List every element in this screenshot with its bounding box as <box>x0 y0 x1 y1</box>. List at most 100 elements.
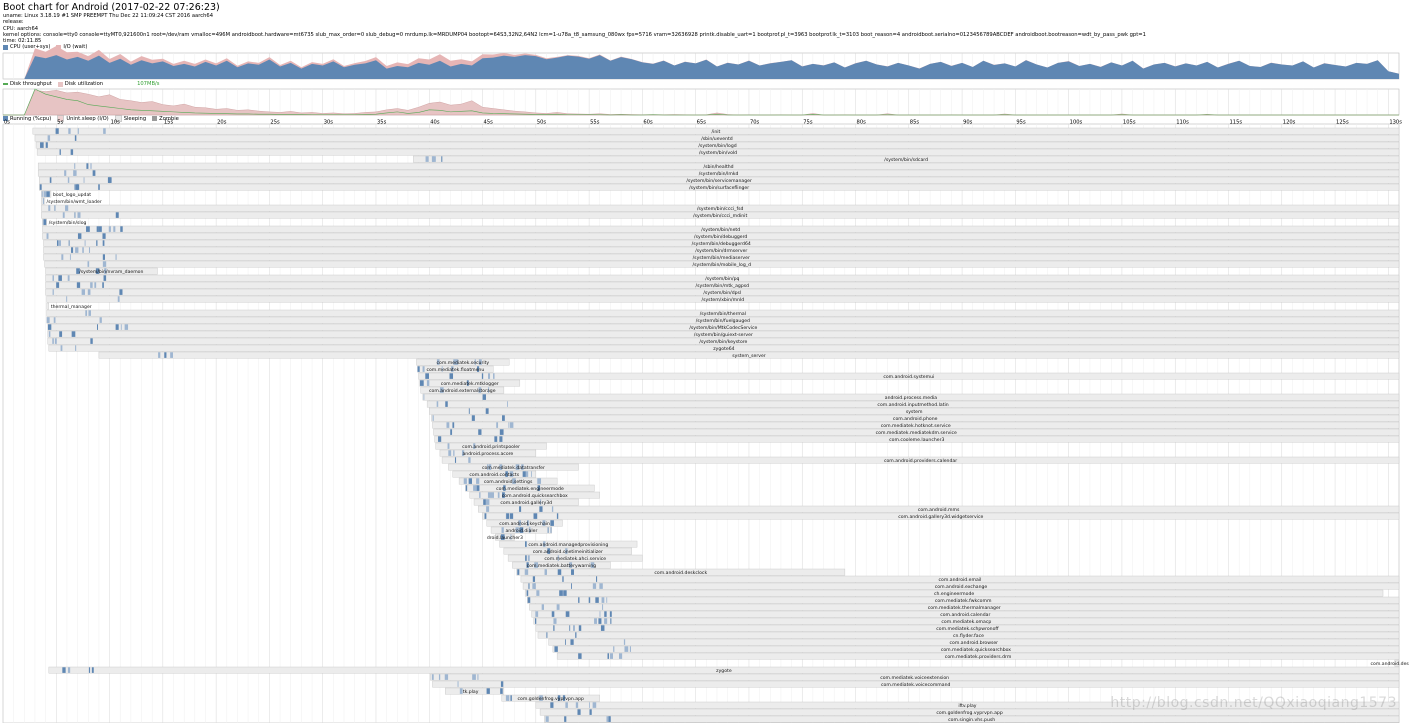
process-bar <box>44 260 1400 268</box>
process-bar <box>42 225 1400 233</box>
process-bar <box>522 582 1400 590</box>
running-slice <box>515 527 519 533</box>
process-bar <box>419 379 521 387</box>
process-label: /system/bin/slog <box>49 220 87 226</box>
process-label: com.mediatek.fwkcomm <box>935 598 992 604</box>
process-legend: Running (%cpu) Unint.sleep (I/O) Sleepin… <box>3 115 179 122</box>
process-bar <box>46 316 1400 324</box>
running-slice <box>58 240 61 246</box>
legend-zombie: Zombie <box>152 116 179 122</box>
running-slice <box>74 135 77 141</box>
running-slice <box>438 674 441 680</box>
tick-label: 5s <box>57 120 63 126</box>
legend-swatch-io <box>56 44 62 50</box>
running-slice <box>47 324 52 330</box>
running-slice <box>590 562 595 568</box>
process-label: android.process.media <box>885 395 937 401</box>
running-slice <box>76 282 81 288</box>
process-label: com.android.gallery3d <box>500 500 552 506</box>
process-bar <box>43 239 1400 247</box>
running-slice <box>526 562 529 568</box>
process-bar <box>429 407 1400 415</box>
running-slice <box>473 443 476 449</box>
running-slice <box>550 520 553 526</box>
process-bar <box>465 484 595 492</box>
legend-unint: Unint.sleep (I/O) <box>57 115 109 122</box>
running-slice <box>540 499 542 505</box>
process-label: /system/bin/lmkd <box>699 171 739 177</box>
process-bar <box>422 393 1400 401</box>
running-slice <box>610 618 612 624</box>
running-slice <box>502 492 505 498</box>
running-slice <box>488 387 490 393</box>
process-bar <box>43 253 1400 261</box>
running-slice <box>602 604 604 610</box>
running-slice <box>466 380 469 386</box>
running-slice <box>422 366 425 372</box>
process-bar <box>478 505 1400 513</box>
process-label: thermal_manager <box>51 304 92 310</box>
process-bar <box>441 456 1400 464</box>
running-slice <box>87 261 90 267</box>
running-slice <box>83 177 85 183</box>
process-label: /system/bin/vold <box>699 150 737 156</box>
running-slice <box>445 401 448 407</box>
running-slice <box>98 226 102 232</box>
running-slice <box>43 219 45 225</box>
process-label: com.mediatek.quicksearchbox <box>941 647 1011 653</box>
process-label: com.mediatek.ahci.service <box>544 556 606 562</box>
process-label: system <box>906 409 923 415</box>
running-slice <box>589 702 590 708</box>
process-bar <box>539 708 1400 716</box>
running-slice <box>493 373 495 379</box>
disk-throughput-line <box>3 88 1399 116</box>
process-bar <box>432 421 1400 429</box>
running-slice <box>42 198 44 204</box>
running-slice <box>551 611 555 617</box>
running-slice <box>472 674 476 680</box>
running-slice <box>481 373 484 379</box>
running-slice <box>496 422 499 428</box>
running-slice <box>454 457 457 463</box>
running-slice <box>508 422 510 428</box>
running-slice <box>77 128 79 134</box>
running-slice <box>528 583 530 589</box>
process-label: com.singin.vhs.push <box>948 717 995 723</box>
running-slice <box>98 184 100 190</box>
process-label: com.mediatek.engineermode <box>496 486 564 492</box>
running-slice <box>610 653 614 659</box>
running-slice <box>158 352 161 358</box>
process-label: android.process.acore <box>462 451 513 457</box>
running-slice <box>500 534 505 540</box>
chart-title: Boot chart for Android (2017-02-22 07:26… <box>3 2 220 13</box>
running-slice <box>478 387 482 393</box>
running-slice <box>54 338 57 344</box>
process-label: /system/bin/ccci_fsd <box>697 206 744 212</box>
process-bar <box>45 267 158 275</box>
running-slice <box>578 597 580 603</box>
running-slice <box>423 394 425 400</box>
process-bar <box>36 148 1400 156</box>
running-slice <box>102 254 105 260</box>
process-bar <box>37 162 1400 170</box>
running-slice <box>556 604 560 610</box>
running-slice <box>438 436 442 442</box>
running-slice <box>164 352 167 358</box>
running-slice <box>594 618 597 624</box>
running-slice <box>456 359 459 365</box>
running-slice <box>461 450 465 456</box>
running-slice <box>503 485 506 491</box>
process-label: /system/bin/nvram_daemon <box>79 269 143 275</box>
process-bar <box>46 295 1400 303</box>
chart-header: Boot chart for Android (2017-02-22 07:26… <box>3 2 1146 44</box>
running-slice <box>571 569 574 575</box>
running-slice <box>547 548 551 554</box>
running-slice <box>85 310 88 316</box>
running-slice <box>543 541 546 547</box>
tick-label: 15s <box>164 120 174 126</box>
legend-running: Running (%cpu) <box>3 116 51 122</box>
process-bar <box>531 610 1400 618</box>
process-bar <box>516 568 846 576</box>
running-slice <box>510 534 512 540</box>
